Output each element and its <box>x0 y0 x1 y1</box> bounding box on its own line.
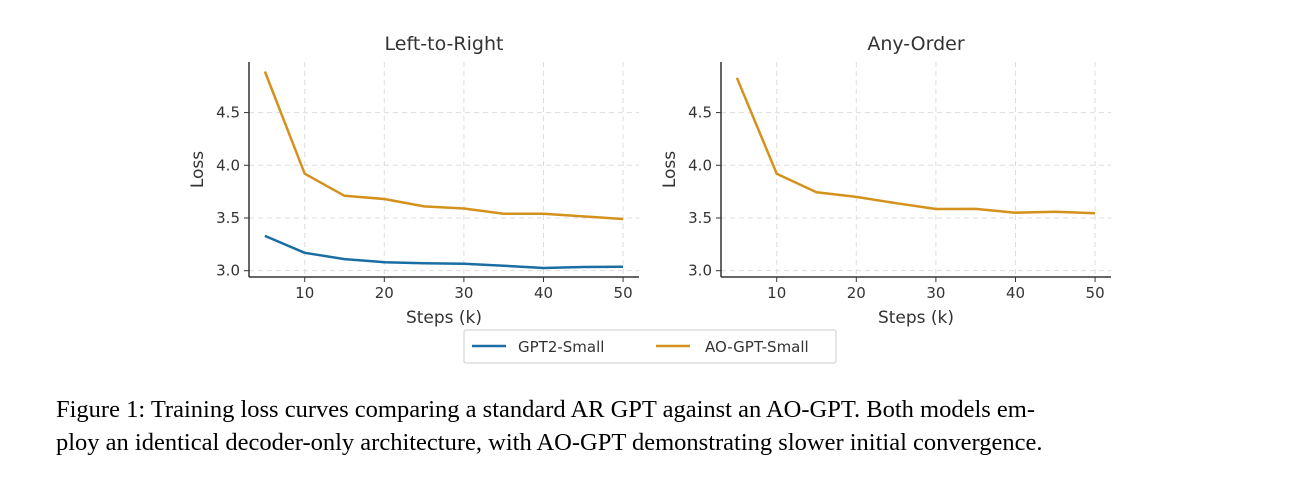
figure: 10 20 30 40 50 3.0 3.5 4.0 4.5 Left-to-Right Steps… <box>188 33 1111 364</box>
y-axis-label: Loss <box>188 151 208 188</box>
x-tick-label: 20 <box>847 284 866 302</box>
x-tick-label: 20 <box>375 284 394 302</box>
series-line-ao-gpt-small <box>263 71 624 221</box>
chart-title: Any-Order <box>867 33 965 55</box>
y-axis-label: Loss <box>660 151 680 188</box>
x-tick-label: 50 <box>614 284 633 302</box>
chart-title: Left-to-Right <box>385 33 504 55</box>
x-tick-label: 30 <box>926 284 945 302</box>
x-tick-label: 10 <box>767 284 786 302</box>
series-line-gpt2-small <box>264 234 624 270</box>
legend: GPT2-Small AO-GPT-Small <box>463 329 837 364</box>
caption-line-2: ploy an identical decoder-only architect… <box>56 429 1043 456</box>
legend-label-gpt2-small: GPT2-Small <box>518 338 604 356</box>
y-tick-label: 4.0 <box>688 156 712 174</box>
x-tick-label: 40 <box>534 284 553 302</box>
y-tick-label: 3.0 <box>688 262 712 280</box>
x-axis-label: Steps (k) <box>878 308 954 328</box>
caption-line-1: Figure 1: Training loss curves comparing… <box>56 396 1036 423</box>
y-tick-label: 4.5 <box>216 104 240 122</box>
x-tick-label: 50 <box>1086 284 1105 302</box>
y-tick-label: 3.0 <box>216 262 240 280</box>
y-tick-label: 3.5 <box>216 209 240 227</box>
any-order-panel: 10 20 30 40 50 3.0 3.5 4.0 4.5 Any-Order Steps (k)… <box>660 33 1111 328</box>
legend-label-ao-gpt-small: AO-GPT-Small <box>705 338 809 356</box>
x-tick-label: 40 <box>1006 284 1025 302</box>
y-tick-label: 4.0 <box>216 156 240 174</box>
figure-caption: Figure 1: Training loss curves comparing… <box>56 393 1251 459</box>
series-line-ao-gpt-small <box>735 77 1096 215</box>
x-axis-label: Steps (k) <box>406 308 482 328</box>
legend-frame <box>463 329 837 364</box>
y-tick-label: 4.5 <box>688 104 712 122</box>
left-to-right-panel: 10 20 30 40 50 3.0 3.5 4.0 4.5 Left-to-Right Steps… <box>188 33 639 328</box>
y-tick-label: 3.5 <box>688 209 712 227</box>
x-tick-label: 10 <box>295 284 314 302</box>
x-tick-label: 30 <box>454 284 473 302</box>
